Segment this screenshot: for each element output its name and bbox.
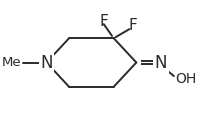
- Text: F: F: [99, 14, 108, 29]
- Text: N: N: [155, 54, 167, 72]
- Text: F: F: [129, 18, 137, 33]
- Text: N: N: [40, 54, 53, 72]
- Text: OH: OH: [175, 72, 196, 86]
- Text: Me: Me: [2, 56, 22, 69]
